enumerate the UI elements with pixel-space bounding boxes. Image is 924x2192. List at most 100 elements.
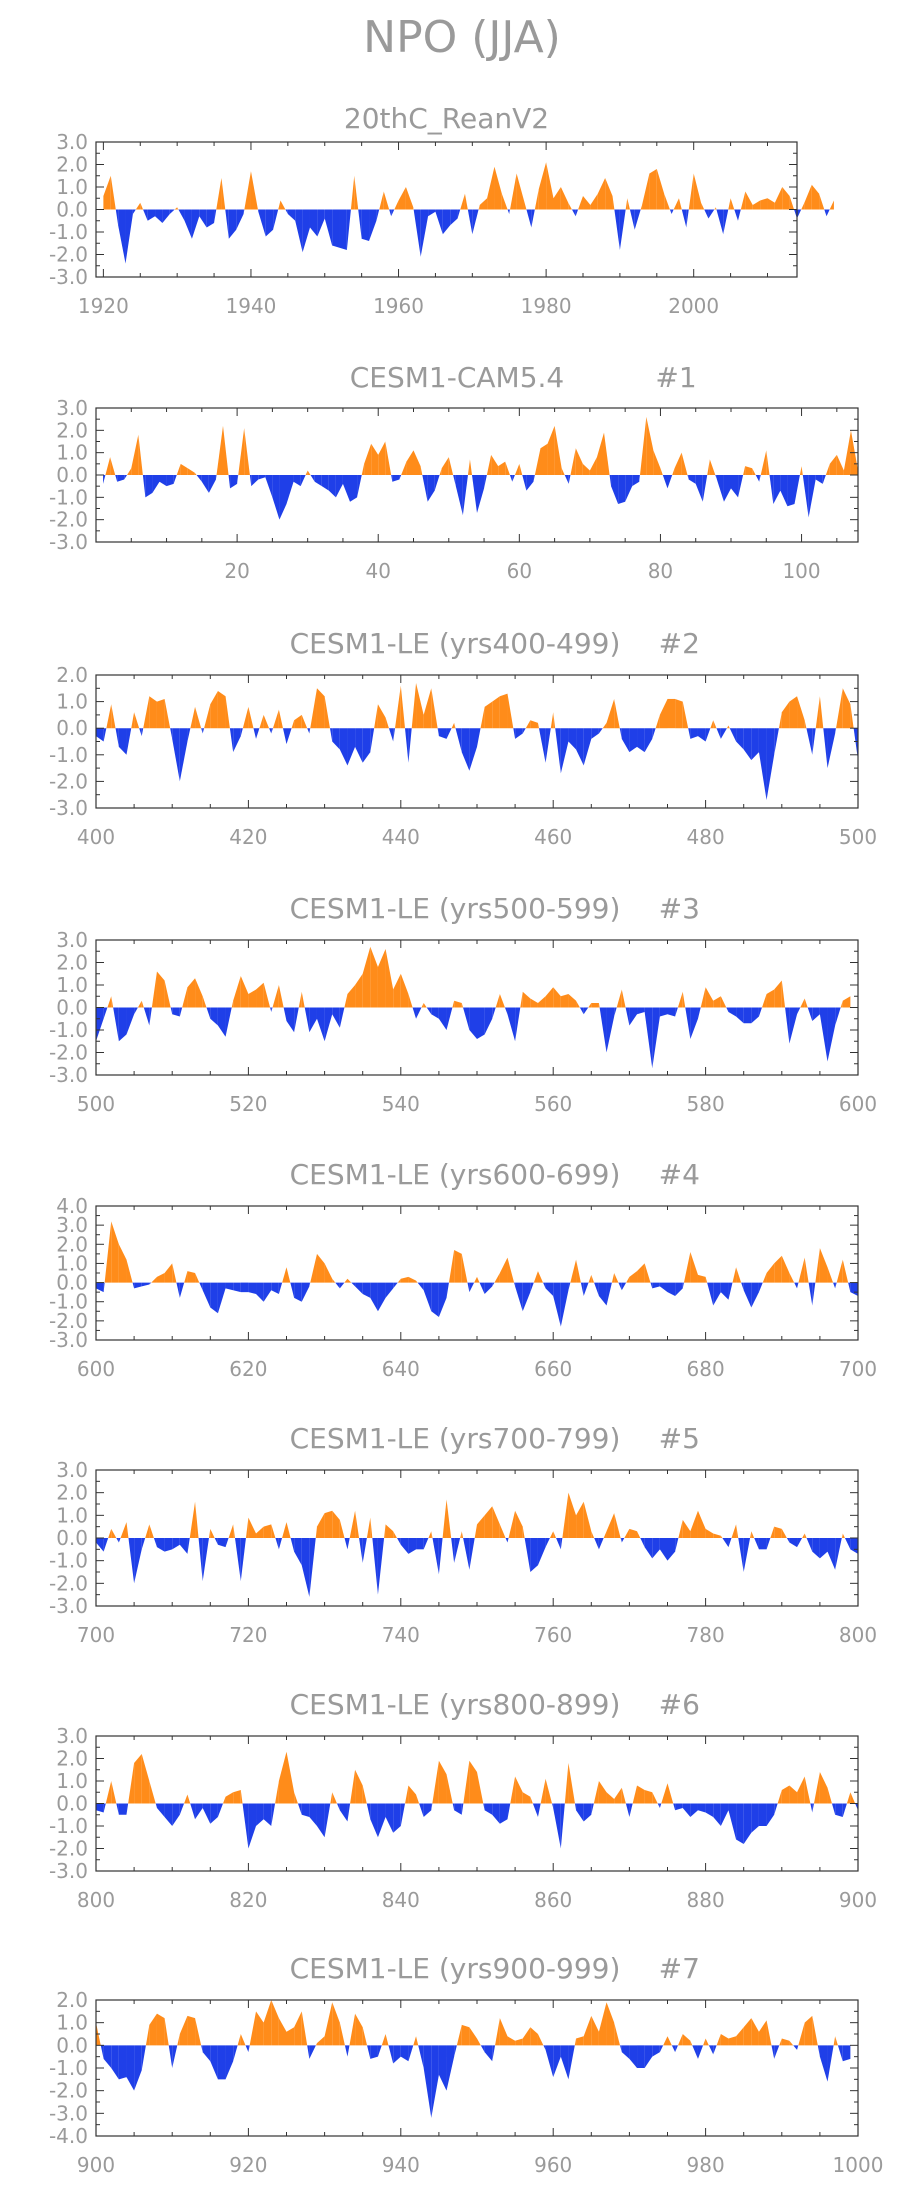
positive-area-seg-94b (760, 450, 767, 475)
negative-area-seg-87 (751, 1282, 759, 1308)
positive-area-seg-51a (477, 2038, 481, 2046)
negative-area-seg-77b (669, 209, 672, 214)
negative-area-seg-69b (618, 1282, 622, 1291)
positive-area-seg-57 (522, 991, 531, 1008)
negative-area-seg-99b (844, 1538, 851, 1550)
positive-area-seg-89b (770, 1526, 775, 1538)
negative-area-seg-10b (170, 728, 173, 739)
negative-area-seg-43b (419, 1803, 424, 1817)
negative-area-seg-86b (734, 209, 738, 221)
positive-area-seg-3a (111, 704, 116, 729)
positive-area-seg-25a (280, 200, 286, 210)
positive-area-seg-16b (216, 178, 222, 210)
negative-area-seg-3b (115, 728, 119, 747)
negative-area-seg-82 (713, 1282, 721, 1306)
chart-panel-3: CESM1-LE (yrs400-499) #2 2.0 1.00.0 -1.0-2.0… (49, 627, 877, 849)
negative-area-seg-44 (423, 1282, 432, 1312)
negative-area-seg-95a (812, 1803, 814, 1813)
positive-area-seg-67a (598, 1003, 600, 1008)
panel-title: CESM1-LE (yrs700-799) (290, 1422, 621, 1455)
positive-area-seg-92a (789, 1273, 795, 1283)
x-tick-label: 1920 (78, 294, 129, 318)
y-tick-label: -2.0 (49, 1571, 88, 1595)
negative-area-seg-76 (667, 1282, 676, 1296)
positive-area-seg-20b (244, 171, 251, 210)
negative-area-seg-42 (392, 475, 400, 482)
negative-area-seg-7a (141, 728, 144, 737)
positive-area-seg-90 (760, 198, 768, 210)
negative-area-seg-63a (568, 1282, 571, 1291)
negative-area-seg-97 (827, 728, 836, 769)
negative-area-seg-52 (484, 2045, 493, 2062)
positive-area-seg-49a (461, 1253, 468, 1283)
y-tick-label: 3.0 (56, 130, 88, 154)
positive-area-seg-2b (105, 1781, 112, 1804)
x-tick-label: 800 (839, 1623, 877, 1647)
negative-area-seg-53a (492, 1282, 495, 1287)
negative-area-seg-70b (625, 1803, 630, 1817)
chart-panel-7: CESM1-LE (yrs800-899) #63.02.01.00.0-1.0-… (49, 1688, 877, 1912)
x-tick-label: 100 (782, 559, 820, 583)
negative-area-seg-23 (263, 1282, 272, 1302)
negative-area-seg-9 (159, 475, 167, 487)
negative-area-seg-11b (176, 1282, 180, 1298)
y-tick-label: -1.0 (49, 1549, 88, 1573)
negative-area-seg-16 (210, 1007, 218, 1026)
positive-area-seg-4b (120, 1522, 127, 1538)
negative-area-seg-83 (720, 1803, 729, 1826)
chart-panel-2: CESM1-CAM5.4 #1 3.02.01.00.0-1.0-2.0-3.0 20… (49, 361, 859, 583)
positive-area-seg-53a (469, 459, 473, 475)
positive-area-seg-81 (705, 1528, 714, 1538)
positive-area-seg-69a (614, 1513, 621, 1538)
x-tick-label: 2000 (668, 294, 719, 318)
negative-area-seg-22 (251, 475, 259, 487)
negative-area-seg-89 (723, 475, 731, 502)
y-tick-label: -1.0 (49, 743, 88, 767)
positive-area-seg-73 (644, 1790, 653, 1804)
negative-area-seg-63 (568, 728, 577, 750)
positive-area-seg-66 (591, 2015, 599, 2046)
negative-area-seg-98b (837, 2045, 843, 2062)
y-tick-label: -1.0 (49, 2056, 88, 2080)
positive-area-seg-63b (570, 1259, 577, 1283)
positive-area-seg-69 (582, 463, 590, 475)
negative-area-seg-34b (351, 1282, 356, 1287)
negative-area-seg-34a (347, 2045, 350, 2057)
negative-area-seg-88a (758, 1282, 763, 1293)
positive-area-seg-92a (789, 2040, 794, 2046)
positive-area-seg-57 (498, 461, 506, 475)
negative-area-seg-51 (455, 475, 463, 516)
negative-area-seg-15 (202, 1282, 211, 1308)
positive-area-seg-31a (324, 696, 330, 729)
positive-area-seg-77a (664, 193, 670, 210)
positive-area-seg-35a (355, 1510, 360, 1538)
negative-area-seg-101 (808, 475, 816, 518)
negative-area-seg-27a (294, 1007, 299, 1033)
negative-area-seg-63a (568, 2045, 575, 2080)
positive-area-seg-12 (179, 2015, 188, 2046)
positive-area-seg-2a (110, 457, 116, 475)
negative-area-seg-78 (682, 1803, 691, 1817)
negative-area-seg-59a (512, 475, 515, 482)
x-tick-label: 20 (224, 559, 249, 583)
positive-area-seg-92 (789, 1785, 798, 1804)
positive-area-seg-79 (690, 1510, 698, 1538)
negative-area-seg-51b (483, 1803, 485, 1811)
positive-area-seg-96 (819, 1772, 828, 1804)
positive-area-seg-72a (627, 198, 630, 210)
positive-area-seg-39a (383, 191, 390, 210)
positive-area-seg-7a (141, 1000, 144, 1008)
positive-area-seg-61a (553, 712, 556, 729)
negative-area-seg-95a (812, 728, 816, 755)
positive-area-seg-104 (829, 454, 837, 475)
negative-area-seg-18b (229, 728, 234, 753)
positive-area-seg-43 (416, 682, 424, 729)
positive-area-seg-56b (520, 991, 523, 1008)
positive-area-seg-20b (238, 428, 245, 475)
negative-area-seg-62a (533, 475, 535, 482)
negative-area-seg-60a (545, 1538, 550, 1548)
positive-area-seg-6 (134, 1754, 142, 1804)
negative-area-seg-70b (614, 209, 620, 250)
positive-area-seg-25b (282, 1522, 287, 1538)
negative-area-seg-87a (737, 209, 741, 221)
